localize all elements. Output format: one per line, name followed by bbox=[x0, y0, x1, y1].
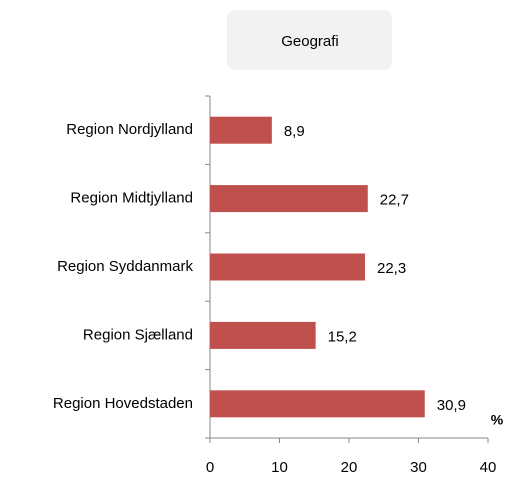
bar bbox=[210, 390, 425, 418]
bar bbox=[210, 253, 365, 281]
value-label: 15,2 bbox=[328, 328, 357, 345]
x-tick-label: 30 bbox=[410, 459, 427, 476]
value-label: 30,9 bbox=[437, 397, 466, 414]
bar bbox=[210, 185, 368, 213]
y-tick-label: Region Sjælland bbox=[83, 326, 193, 343]
x-tick-label: 20 bbox=[341, 459, 358, 476]
chart-title: Geografi bbox=[281, 33, 339, 50]
y-tick-label: Region Syddanmark bbox=[57, 258, 193, 275]
x-tick-label: 0 bbox=[206, 459, 214, 476]
x-tick-label: 40 bbox=[480, 459, 497, 476]
bar bbox=[210, 116, 272, 144]
value-label: 22,7 bbox=[380, 192, 409, 209]
x-tick-label: 10 bbox=[271, 459, 288, 476]
x-axis-label: % bbox=[491, 412, 504, 428]
value-label: 8,9 bbox=[284, 123, 305, 140]
title-box bbox=[227, 10, 392, 70]
y-tick-label: Region Nordjylland bbox=[66, 121, 193, 138]
bar bbox=[210, 321, 316, 349]
y-tick-label: Region Hovedstaden bbox=[53, 395, 193, 412]
value-label: 22,3 bbox=[377, 260, 406, 277]
y-tick-label: Region Midtjylland bbox=[70, 190, 193, 207]
